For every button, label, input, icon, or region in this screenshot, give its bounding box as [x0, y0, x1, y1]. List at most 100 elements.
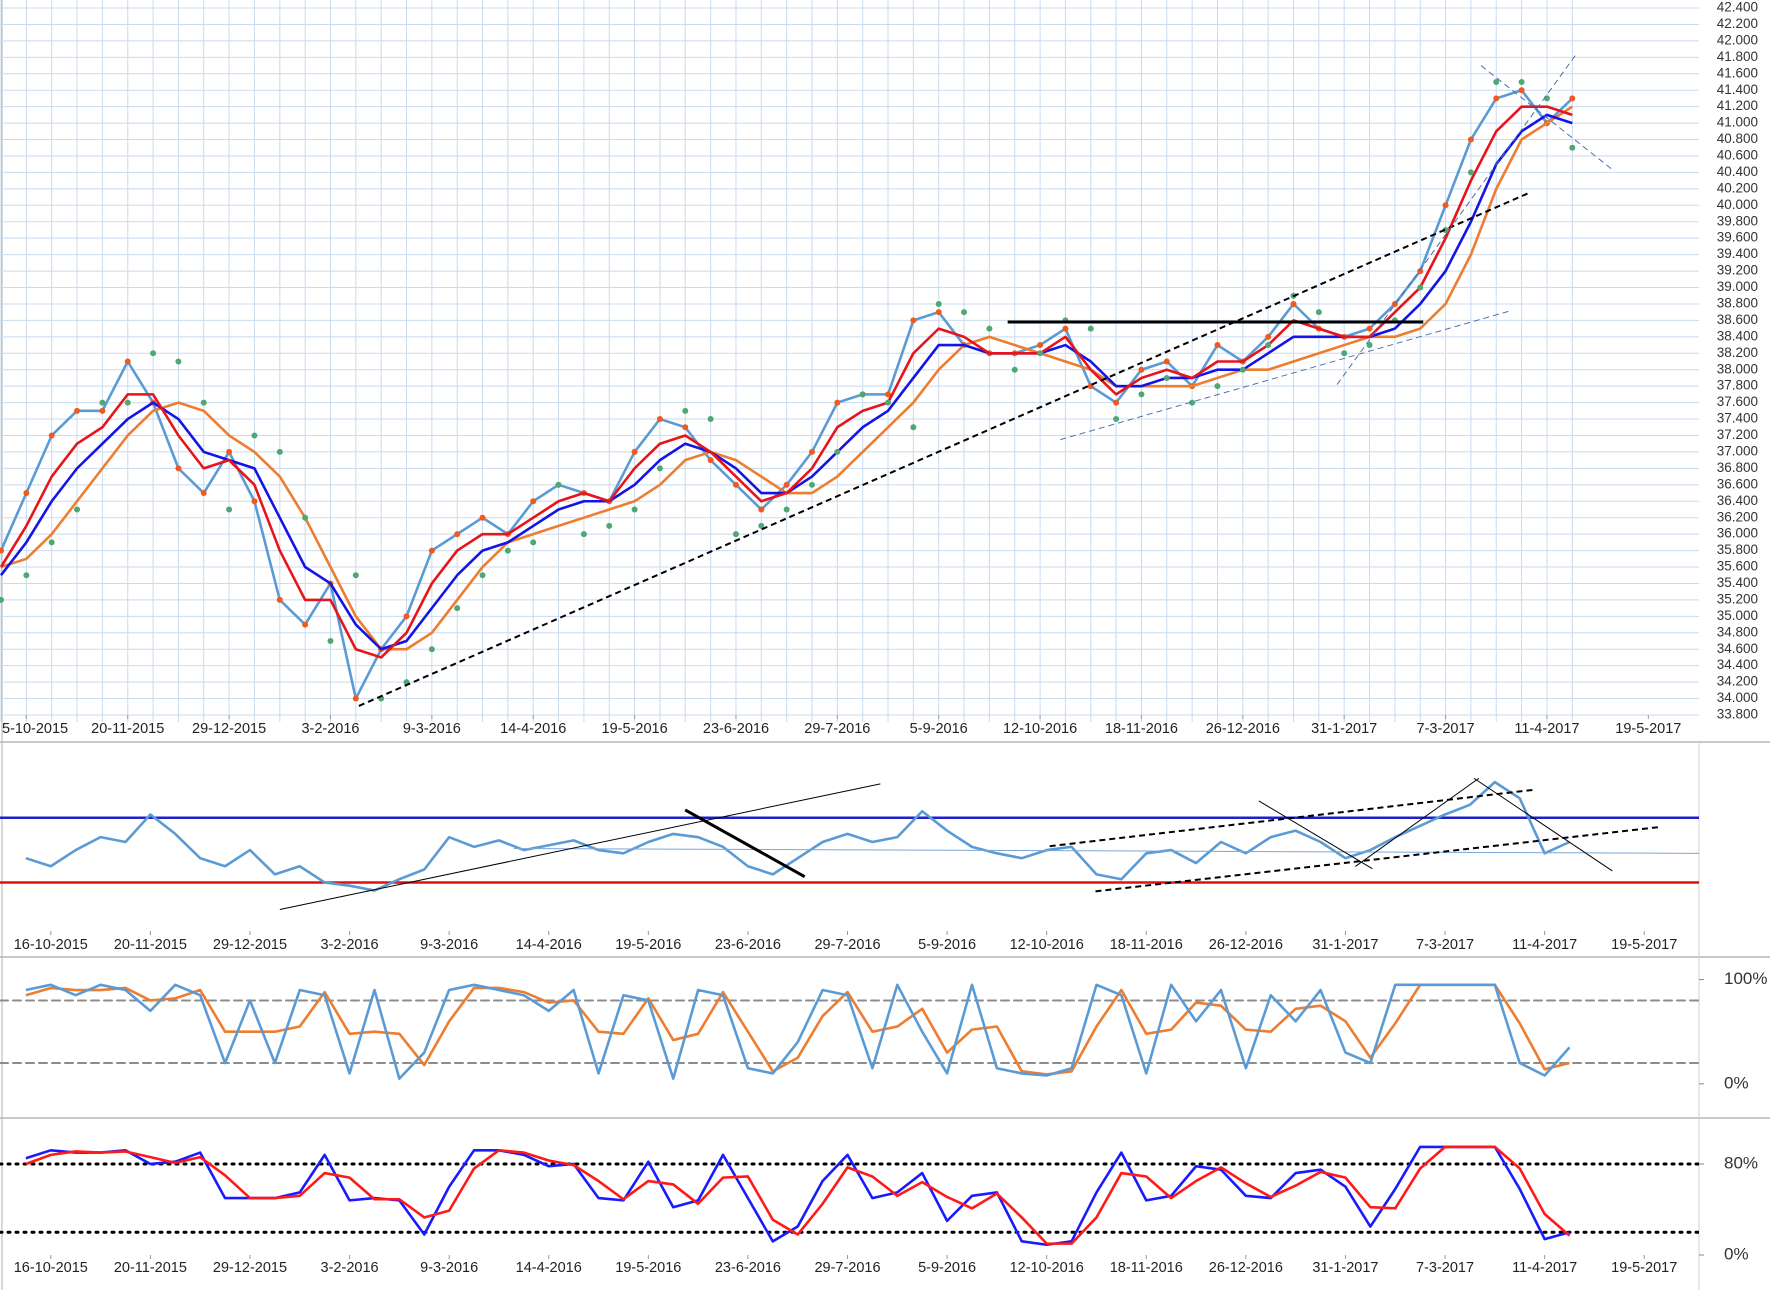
- x-tick-label: 26-12-2016: [1209, 1260, 1283, 1276]
- price-dot: [1417, 268, 1424, 275]
- y-tick-label: 34.400: [1717, 657, 1758, 672]
- price-dot: [808, 448, 815, 455]
- sar-dot: [175, 358, 182, 365]
- y-tick-label: 41.200: [1717, 98, 1758, 113]
- x-tick-label: 5-9-2016: [918, 1260, 976, 1276]
- price-dot: [1366, 325, 1373, 332]
- y-tick-label: 38.800: [1717, 296, 1758, 311]
- y-tick-label: 36.400: [1717, 493, 1758, 508]
- sar-dot: [1011, 366, 1018, 373]
- price-dot: [656, 416, 663, 423]
- y-tick-label: 37.800: [1717, 378, 1758, 393]
- panel: [0, 777, 1699, 910]
- x-tick-label: 12-10-2016: [1010, 937, 1084, 953]
- x-tick-label: 18-11-2016: [1105, 721, 1178, 737]
- price-dot: [352, 695, 359, 702]
- x-tick-label: 19-5-2016: [615, 937, 681, 953]
- sar-dot: [986, 325, 993, 332]
- x-tick-label: 11-4-2017: [1512, 1260, 1577, 1276]
- x-tick-label: 29-7-2016: [814, 1260, 880, 1276]
- sar-dot: [1315, 309, 1322, 316]
- sar-dot: [200, 399, 207, 406]
- y-tick-label: 38.200: [1717, 345, 1758, 360]
- sar-dot: [1087, 325, 1094, 332]
- sar-dot: [74, 506, 81, 513]
- x-tick-label: 12-10-2016: [1010, 1260, 1084, 1276]
- y-tick-label: 37.600: [1717, 394, 1758, 409]
- x-tick-label: 29-7-2016: [814, 937, 880, 953]
- price-dot: [200, 490, 207, 497]
- price-dot: [1467, 136, 1474, 143]
- sar-dot: [454, 605, 461, 612]
- x-tick-label: 3-2-2016: [301, 721, 359, 737]
- price-dot: [631, 448, 638, 455]
- price-dot: [1442, 202, 1449, 209]
- y-tick-label: 39.000: [1717, 279, 1758, 294]
- y-tick-label: 39.600: [1717, 230, 1758, 245]
- sar-dot: [251, 432, 258, 439]
- sar-dot: [504, 547, 511, 554]
- x-tick-label: 23-6-2016: [703, 721, 769, 737]
- trend-line: [1060, 310, 1512, 441]
- x-tick-label: 16-10-2015: [14, 937, 88, 953]
- y-tick-label: 35.200: [1717, 591, 1758, 606]
- sar-dot: [23, 572, 30, 579]
- trend-line: [1480, 65, 1614, 171]
- x-tick-label: 18-11-2016: [1110, 1260, 1183, 1276]
- price-dot: [1518, 87, 1525, 94]
- y-tick-label: 41.400: [1717, 82, 1758, 97]
- y-tick-label: 39.400: [1717, 246, 1758, 261]
- price-dot: [479, 514, 486, 521]
- sar-dot: [1569, 144, 1576, 151]
- y-tick-label: 39.800: [1717, 213, 1758, 228]
- series-line: [25, 983, 1570, 1076]
- y-tick-label: 34.600: [1717, 641, 1758, 656]
- price-dot: [403, 613, 410, 620]
- y-tick-label: 40.200: [1717, 180, 1758, 195]
- x-tick-label: 9-3-2016: [420, 1260, 478, 1276]
- sar-dot: [758, 522, 765, 529]
- price-dot: [1037, 342, 1044, 349]
- sar-dot: [1163, 374, 1170, 381]
- y-tick-label: 40.600: [1717, 148, 1758, 163]
- sar-dot: [276, 448, 283, 455]
- x-tick-label: 14-4-2016: [500, 721, 566, 737]
- sar-dot: [961, 309, 968, 316]
- x-tick-label: 5-10-2015: [2, 721, 68, 737]
- price-dot: [124, 358, 131, 365]
- panel: [0, 983, 1699, 1080]
- sar-dot: [1138, 391, 1145, 398]
- sar-dot: [150, 350, 157, 357]
- series-line: [25, 780, 1571, 892]
- sar-dot: [1037, 350, 1044, 357]
- x-tick-label: 31-1-2017: [1312, 937, 1378, 953]
- y-tick-label: 41.000: [1717, 115, 1758, 130]
- y-tick-label: 35.600: [1717, 559, 1758, 574]
- x-tick-label: 19-5-2016: [602, 721, 668, 737]
- sar-dot: [935, 300, 942, 307]
- x-tick-label: 26-12-2016: [1206, 721, 1280, 737]
- sar-dot: [732, 531, 739, 538]
- price-dot: [48, 432, 55, 439]
- sar-dot: [48, 539, 55, 546]
- y-tick-label: 34.800: [1717, 624, 1758, 639]
- y-tick-label: 0%: [1724, 1244, 1749, 1263]
- sar-dot: [580, 531, 587, 538]
- y-tick-label: 80%: [1724, 1153, 1758, 1172]
- sar-dot: [327, 638, 334, 645]
- x-tick-label: 9-3-2016: [403, 721, 461, 737]
- price-dot: [530, 498, 537, 505]
- price-dot: [99, 407, 106, 414]
- series-line: [0, 105, 1573, 659]
- y-tick-label: 40.800: [1717, 131, 1758, 146]
- price-dot: [1062, 325, 1069, 332]
- sar-dot: [1417, 284, 1424, 291]
- x-tick-label: 20-11-2015: [114, 937, 187, 953]
- y-tick-label: 42.000: [1717, 32, 1758, 47]
- x-tick-label: 11-4-2017: [1512, 937, 1577, 953]
- sar-dot: [1467, 169, 1474, 176]
- sar-dot: [0, 596, 5, 603]
- series-line: [25, 983, 1571, 1080]
